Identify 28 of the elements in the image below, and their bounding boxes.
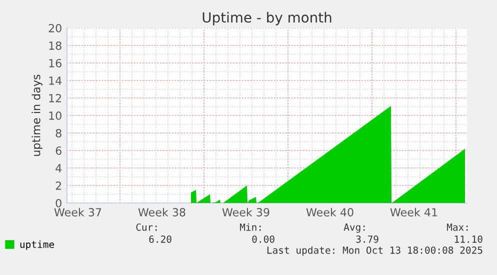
x-tick-label: Week 41 [390,208,438,216]
y-axis-title: uptime in days [32,74,42,156]
x-tick-label: Week 38 [138,208,186,216]
y-tick-label: 20 [48,24,62,32]
y-tick-label: 14 [49,76,62,85]
text: Max: [446,224,468,231]
text: Cur: [136,223,157,231]
legend-label: uptime [20,240,54,250]
y-tick-label: 10 [49,111,62,120]
text: 6.20 [149,235,172,243]
x-tick-label: Week 39 [222,208,270,216]
y-tick-label: 16 [49,58,62,68]
text: Min: [240,223,261,231]
text: 11.10 [454,235,482,243]
y-tick-label: 18 [49,41,62,50]
y-tick-label: 8 [56,128,62,138]
x-tick-label: Week 37 [54,208,102,216]
y-tick-label: 12 [49,94,62,102]
y-tick-label: 6 [56,146,62,155]
chart-title: Uptime - by month [202,12,332,26]
y-tick-label: 2 [56,181,62,190]
text: Last update: Mon Oct 13 18:00:08 2025 [267,246,482,256]
y-tick-label: 4 [56,164,62,172]
y-tick-label: 0 [56,198,62,208]
text: 3.79 [356,235,378,243]
text: 0.00 [252,235,274,243]
x-tick-label: Week 40 [306,208,354,216]
text: Avg: [344,224,365,233]
